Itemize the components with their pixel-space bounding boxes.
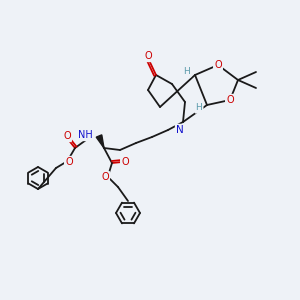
Text: O: O	[101, 172, 109, 182]
Text: N: N	[176, 125, 184, 135]
Polygon shape	[96, 135, 104, 148]
Text: O: O	[121, 157, 129, 167]
Text: H: H	[184, 68, 190, 76]
Text: O: O	[144, 51, 152, 61]
Text: O: O	[65, 157, 73, 167]
Text: O: O	[63, 131, 71, 141]
Text: H: H	[196, 103, 202, 112]
Text: NH: NH	[78, 130, 93, 140]
Text: O: O	[226, 95, 234, 105]
Text: O: O	[214, 60, 222, 70]
